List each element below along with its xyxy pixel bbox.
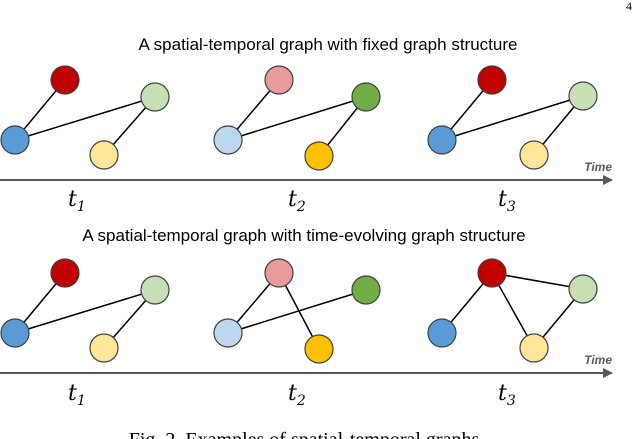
graph-node-light-yellow xyxy=(89,333,119,363)
graph-edge xyxy=(14,289,156,334)
graph-panel-row1-t3 xyxy=(427,65,598,170)
graph-node-light-yellow xyxy=(519,140,549,170)
row-2-label-t1: t1 xyxy=(68,381,86,409)
row-1-graphs xyxy=(0,65,598,171)
graph-edge xyxy=(441,95,584,141)
graph-node-light-green xyxy=(140,275,170,305)
graph-panel-row2-t3 xyxy=(427,258,598,363)
row-1-label-t2: t2 xyxy=(288,187,306,215)
graph-edge xyxy=(227,289,367,334)
graph-panel-row1-t2 xyxy=(213,65,381,171)
row-2-graphs xyxy=(0,258,598,364)
row-1-label-t3: t3 xyxy=(498,187,516,215)
graph-node-blue xyxy=(0,125,30,155)
graph-edge xyxy=(14,96,156,141)
row-2-title: A spatial-temporal graph with time-evolv… xyxy=(82,226,525,245)
row-2-label-t2: t2 xyxy=(288,381,306,409)
graph-node-yellow xyxy=(304,141,334,171)
graph-node-light-blue xyxy=(213,125,243,155)
graph-node-green xyxy=(351,275,381,305)
graph-panel-row2-t2 xyxy=(213,258,381,364)
graph-node-pink xyxy=(264,258,294,288)
graph-node-red xyxy=(477,258,507,288)
graph-node-blue xyxy=(427,318,457,348)
graph-node-light-yellow xyxy=(89,140,119,170)
row-1-time-label: Time xyxy=(584,160,612,174)
graph-node-light-green xyxy=(568,81,598,111)
graph-node-light-green xyxy=(140,82,170,112)
graph-edge xyxy=(491,272,584,290)
row-2-time-label: Time xyxy=(584,353,612,367)
graph-node-light-yellow xyxy=(519,333,549,363)
graph-node-red xyxy=(50,258,80,288)
figure-caption: Fig. 2. Examples of spatial-temporal gra… xyxy=(129,429,480,439)
graph-node-green xyxy=(351,82,381,112)
graph-node-red xyxy=(477,65,507,95)
graph-edge xyxy=(227,96,367,141)
graph-node-red xyxy=(50,65,80,95)
row-2-step-labels: t1 t2 t3 xyxy=(68,381,516,409)
graph-panel-row1-t1 xyxy=(0,65,170,170)
graph-node-light-blue xyxy=(213,318,243,348)
graph-node-blue xyxy=(427,125,457,155)
graph-panel-row2-t1 xyxy=(0,258,170,363)
row-1-title: A spatial-temporal graph with fixed grap… xyxy=(139,35,518,54)
page-number: 4 xyxy=(626,0,632,13)
graph-node-yellow xyxy=(304,334,334,364)
graph-node-pink xyxy=(264,65,294,95)
row-1-label-t1: t1 xyxy=(68,187,86,215)
graph-node-light-green xyxy=(568,274,598,304)
graph-node-blue xyxy=(0,318,30,348)
row-1-step-labels: t1 t2 t3 xyxy=(68,187,516,215)
row-2-label-t3: t3 xyxy=(498,381,516,409)
